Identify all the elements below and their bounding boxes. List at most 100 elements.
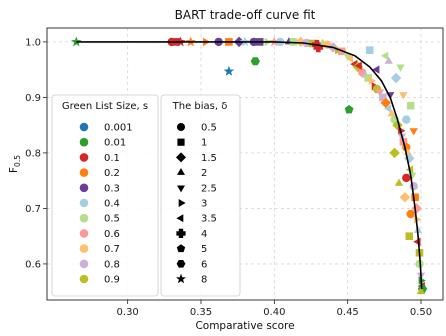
legend-green-list-size: Green List Size, s 0.001 0.01 0.1 0.2 0.3 0.4 0… — [51, 94, 159, 297]
legend-bias-marker-2 — [176, 152, 186, 163]
legend-size-swatch-4 — [79, 183, 89, 193]
legend-size-label-4: 0.3 — [104, 183, 120, 194]
data-point-78 — [402, 115, 411, 124]
legend-bias-marker-1 — [177, 138, 185, 146]
data-point-68 — [354, 61, 362, 70]
fit-curve-layer — [76, 41, 423, 289]
data-point-32 — [364, 74, 372, 82]
y-axis-ticks: 0.6 0.7 0.8 0.9 1.0 — [25, 37, 47, 270]
data-point-84 — [402, 173, 411, 183]
data-point-63 — [416, 286, 426, 295]
legend-bias-marker-3 — [177, 168, 185, 175]
legend-size-swatch-2 — [79, 153, 89, 162]
data-point-81 — [399, 192, 411, 203]
legend-size-swatch-1 — [79, 137, 89, 147]
legend-bias-marker-6 — [176, 214, 184, 223]
legend-bias-label-5: 3 — [201, 199, 207, 210]
fit-curve — [76, 41, 423, 289]
data-point-36 — [375, 89, 385, 97]
legend-size-label-2: 0.1 — [104, 153, 120, 164]
data-point-73 — [396, 64, 405, 72]
legend-bias-marker-10 — [176, 273, 186, 284]
y-tick-label-4: 1.0 — [25, 37, 41, 48]
x-tick-label-0: 0.30 — [117, 307, 139, 318]
legend-size-label-5: 0.4 — [104, 199, 120, 210]
data-point-39 — [383, 104, 392, 113]
data-point-65 — [250, 57, 260, 66]
legend-bias-label-3: 2 — [201, 168, 207, 179]
legend-size-swatch-7 — [79, 229, 89, 238]
legend-size-title: Green List Size, s — [62, 101, 148, 112]
y-axis-label: F0.5 — [8, 155, 22, 173]
legend-bias-label-4: 2.5 — [201, 183, 217, 194]
legend-bias-marker-0 — [177, 123, 185, 131]
legend-bias-label-1: 1 — [201, 138, 207, 149]
legend-size-label-6: 0.5 — [104, 214, 120, 225]
legend-bias: The bias, δ 0.5 1 1.5 2 2.5 3 3.5 4 5 6 8 — [160, 94, 241, 297]
data-point-26 — [343, 53, 352, 61]
plot-frame — [46, 27, 444, 301]
x-tick-label-3: 0.45 — [337, 307, 359, 318]
data-point-69 — [372, 65, 380, 74]
legend-size-swatch-0 — [79, 122, 89, 132]
legend-bias-title: The bias, δ — [172, 101, 228, 112]
y-axis-label-subscript: 0.5 — [13, 155, 22, 167]
data-point-37 — [379, 93, 387, 102]
legend-size-label-3: 0.2 — [104, 168, 120, 179]
data-point-71 — [384, 56, 393, 64]
legend-bias-marker-5 — [178, 199, 186, 207]
data-point-72 — [380, 51, 389, 60]
data-point-79 — [409, 128, 418, 136]
data-point-52 — [411, 193, 419, 202]
legend-size-label-10: 0.9 — [104, 275, 120, 286]
legend-size-swatch-5 — [79, 198, 89, 208]
legend-bias-label-7: 4 — [201, 229, 207, 240]
chart-title: BART trade-off curve fit — [175, 8, 316, 22]
legend-bias-label-9: 6 — [201, 259, 207, 270]
legend-bias-marker-8 — [176, 244, 186, 253]
data-point-51 — [409, 182, 418, 191]
data-point-74 — [390, 72, 402, 84]
legend-size-box — [51, 94, 159, 297]
legend-bias-marker-4 — [177, 185, 185, 193]
y-tick-label-2: 0.8 — [25, 148, 41, 159]
legend-size-swatch-9 — [79, 259, 89, 269]
legend-bias-label-6: 3.5 — [201, 214, 217, 225]
legend-size-label-0: 0.001 — [104, 123, 133, 134]
data-point-85 — [389, 147, 400, 159]
x-axis-ticks: 0.30 0.35 0.40 0.45 0.50 — [117, 300, 432, 318]
legend-size-swatch-8 — [79, 244, 89, 253]
data-point-67 — [313, 42, 324, 53]
data-point-70 — [365, 46, 374, 54]
data-point-27 — [345, 54, 354, 63]
y-tick-label-1: 0.7 — [25, 204, 41, 215]
x-axis-label: Comparative score — [195, 320, 294, 332]
svg-text:F0.5: F0.5 — [8, 155, 22, 173]
legend-size-label-8: 0.7 — [104, 244, 120, 255]
data-point-33 — [368, 76, 376, 85]
axes-frame — [46, 27, 444, 301]
data-point-82 — [405, 232, 414, 240]
legend-bias-marker-9 — [176, 259, 186, 268]
x-tick-label-2: 0.40 — [263, 307, 285, 318]
data-point-77 — [406, 101, 415, 110]
data-point-83 — [394, 178, 404, 186]
data-point-64 — [223, 65, 235, 76]
y-axis-label-main: F — [8, 167, 20, 173]
legend-bias-marker-7 — [176, 228, 186, 238]
legend-size-swatch-10 — [79, 274, 89, 284]
y-tick-label-0: 0.6 — [25, 259, 41, 270]
data-point-66 — [344, 104, 354, 114]
legend-bias-label-8: 5 — [201, 244, 207, 255]
legend-size-swatch-6 — [79, 213, 89, 223]
legend-size-label-7: 0.6 — [104, 229, 120, 240]
data-point-80 — [406, 209, 415, 219]
y-tick-label-3: 0.9 — [25, 93, 41, 104]
legend-size-swatch-3 — [79, 168, 89, 177]
data-point-38 — [380, 97, 392, 109]
data-point-75 — [399, 92, 408, 100]
x-tick-label-4: 0.50 — [410, 307, 432, 318]
legend-size-label-1: 0.01 — [104, 138, 126, 149]
data-point-40 — [387, 109, 396, 117]
